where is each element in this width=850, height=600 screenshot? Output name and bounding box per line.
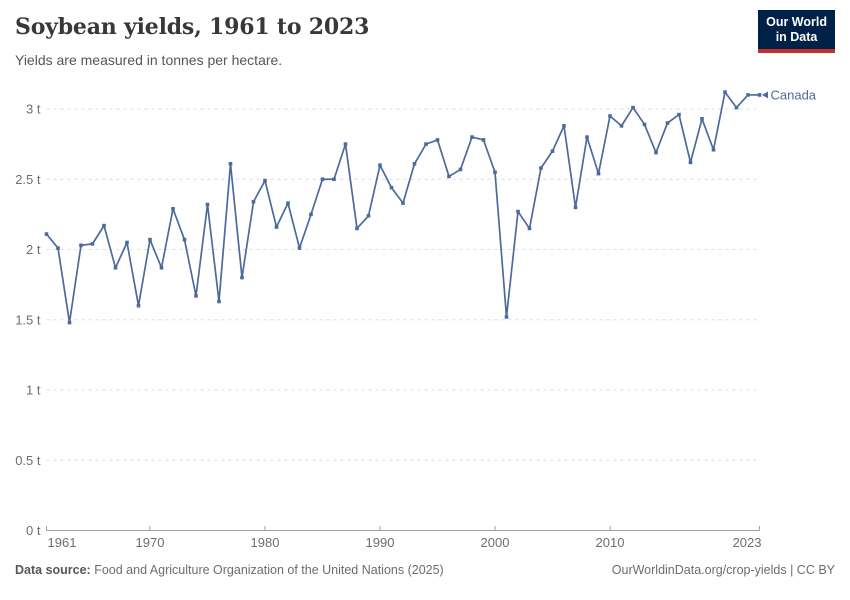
- data-point[interactable]: [274, 225, 279, 229]
- data-point[interactable]: [286, 201, 290, 205]
- data-point[interactable]: [125, 240, 129, 245]
- chart-title: Soybean yields, 1961 to 2023: [15, 14, 370, 40]
- data-point[interactable]: [470, 135, 474, 139]
- data-point[interactable]: [148, 237, 152, 242]
- x-axis-label: 1990: [366, 535, 395, 550]
- data-point[interactable]: [389, 185, 394, 190]
- x-axis-label: 2023: [733, 535, 762, 550]
- data-point[interactable]: [677, 112, 681, 117]
- data-point[interactable]: [435, 138, 440, 142]
- y-axis-label: 0.5 t: [15, 453, 41, 468]
- data-point[interactable]: [44, 232, 49, 236]
- data-point[interactable]: [493, 170, 497, 175]
- data-point[interactable]: [56, 246, 60, 250]
- data-point[interactable]: [309, 212, 313, 217]
- x-axis-label: 2010: [596, 535, 625, 550]
- data-point[interactable]: [516, 209, 520, 214]
- data-point[interactable]: [320, 177, 325, 182]
- owid-logo[interactable]: Our World in Data: [758, 10, 835, 53]
- data-point[interactable]: [711, 147, 716, 152]
- x-axis-label: 1961: [48, 535, 77, 550]
- data-point[interactable]: [332, 177, 336, 182]
- data-point[interactable]: [723, 90, 727, 94]
- data-point[interactable]: [401, 201, 405, 205]
- y-axis-label: 1.5 t: [15, 312, 41, 327]
- entity-label[interactable]: Canada: [771, 87, 817, 102]
- owid-logo-line1: Our World: [766, 15, 827, 29]
- y-axis-label: 3 t: [26, 102, 41, 117]
- data-point[interactable]: [136, 303, 141, 308]
- data-point[interactable]: [424, 142, 428, 146]
- x-axis-label: 1980: [251, 535, 280, 550]
- data-point[interactable]: [550, 149, 555, 153]
- data-source-note: Data source: Food and Agriculture Organi…: [15, 563, 444, 577]
- x-axis-label: 1970: [136, 535, 165, 550]
- data-point[interactable]: [619, 124, 624, 128]
- data-point[interactable]: [642, 122, 647, 127]
- data-point[interactable]: [631, 105, 635, 110]
- y-axis-label: 2 t: [26, 242, 41, 257]
- data-point[interactable]: [700, 117, 704, 121]
- data-point[interactable]: [102, 223, 106, 228]
- data-point[interactable]: [527, 226, 532, 231]
- data-point[interactable]: [504, 315, 509, 319]
- data-point[interactable]: [194, 294, 198, 298]
- data-point[interactable]: [263, 178, 267, 183]
- data-point[interactable]: [654, 150, 658, 155]
- data-point[interactable]: [573, 205, 578, 210]
- series-line[interactable]: [45, 91, 760, 324]
- data-point[interactable]: [355, 226, 359, 231]
- y-axis-label: 0 t: [26, 523, 41, 538]
- data-point[interactable]: [182, 237, 187, 242]
- data-point[interactable]: [171, 206, 175, 211]
- data-point[interactable]: [757, 93, 762, 97]
- data-point[interactable]: [297, 246, 302, 250]
- data-point[interactable]: [240, 275, 244, 280]
- data-point[interactable]: [205, 202, 210, 207]
- y-axis-label: 2.5 t: [15, 172, 41, 187]
- data-point[interactable]: [251, 199, 256, 204]
- data-point[interactable]: [665, 121, 670, 125]
- data-point[interactable]: [412, 161, 417, 166]
- data-point[interactable]: [79, 243, 83, 248]
- data-point[interactable]: [113, 265, 118, 270]
- data-point[interactable]: [228, 161, 233, 166]
- data-point[interactable]: [562, 124, 566, 128]
- credit-link[interactable]: OurWorldinData.org/crop-yields | CC BY: [611, 563, 835, 577]
- data-point[interactable]: [688, 160, 693, 165]
- data-point[interactable]: [734, 105, 739, 110]
- data-point[interactable]: [746, 93, 750, 97]
- data-point[interactable]: [90, 242, 95, 246]
- chart-subtitle: Yields are measured in tonnes per hectar…: [15, 52, 283, 68]
- data-point[interactable]: [585, 135, 589, 139]
- data-point[interactable]: [458, 167, 463, 172]
- data-point[interactable]: [67, 320, 72, 325]
- data-source-label: Data source:: [15, 563, 91, 577]
- data-point[interactable]: [539, 166, 543, 170]
- data-point[interactable]: [596, 171, 601, 176]
- data-source-text: Food and Agriculture Organization of the…: [90, 563, 444, 577]
- data-point[interactable]: [447, 174, 451, 179]
- data-point[interactable]: [343, 142, 348, 146]
- series-end-arrow-icon: [762, 91, 768, 99]
- data-point[interactable]: [366, 213, 371, 218]
- chart-footer: Data source: Food and Agriculture Organi…: [15, 563, 835, 577]
- data-point[interactable]: [159, 265, 164, 270]
- data-point[interactable]: [608, 114, 612, 118]
- data-point[interactable]: [217, 299, 221, 304]
- x-axis-label: 2000: [481, 535, 510, 550]
- y-axis-label: 1 t: [26, 383, 41, 398]
- owid-logo-line2: in Data: [775, 30, 818, 44]
- data-point[interactable]: [378, 163, 382, 167]
- data-point[interactable]: [481, 138, 486, 142]
